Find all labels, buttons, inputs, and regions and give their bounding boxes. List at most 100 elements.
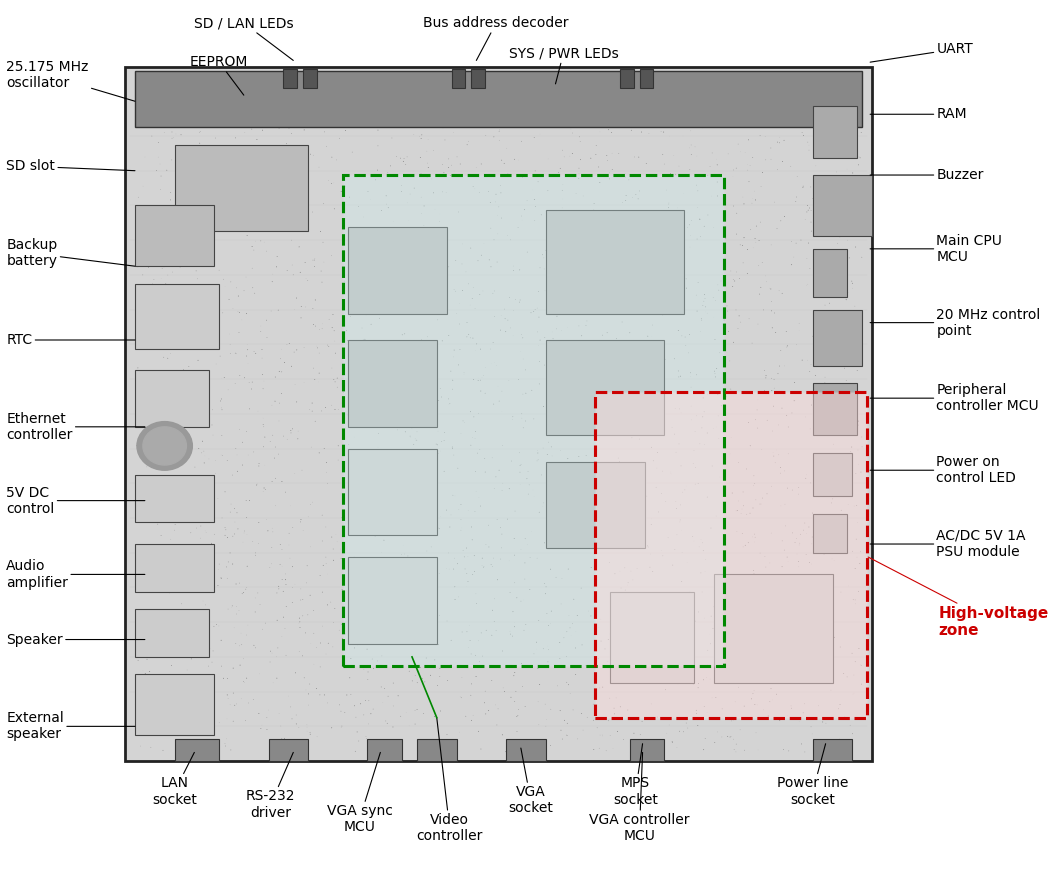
- Bar: [175, 739, 219, 761]
- Point: [426, 385, 443, 399]
- Point: [750, 652, 767, 666]
- Point: [690, 677, 707, 691]
- Point: [406, 437, 423, 451]
- Point: [357, 277, 374, 291]
- Point: [591, 741, 608, 755]
- Point: [151, 630, 168, 644]
- Point: [748, 493, 765, 507]
- Point: [268, 586, 285, 600]
- Point: [364, 570, 381, 584]
- Point: [844, 276, 861, 290]
- Point: [531, 310, 548, 324]
- Point: [326, 402, 343, 416]
- Point: [207, 149, 223, 163]
- Point: [522, 736, 539, 750]
- Point: [848, 130, 865, 144]
- Point: [306, 253, 323, 267]
- Point: [597, 479, 614, 493]
- Point: [329, 439, 346, 453]
- Point: [443, 658, 460, 672]
- Point: [313, 619, 330, 633]
- Point: [635, 613, 652, 627]
- Point: [450, 358, 467, 372]
- Point: [793, 353, 810, 367]
- Point: [662, 166, 679, 180]
- Point: [496, 302, 513, 316]
- Point: [454, 237, 471, 251]
- Point: [219, 530, 236, 544]
- Point: [329, 381, 346, 395]
- Point: [410, 280, 427, 294]
- Point: [511, 477, 528, 491]
- Point: [155, 615, 172, 629]
- Point: [159, 617, 176, 631]
- Point: [201, 72, 218, 86]
- Point: [144, 547, 161, 561]
- Point: [844, 726, 861, 740]
- Point: [501, 554, 518, 568]
- Point: [634, 411, 651, 425]
- Point: [472, 373, 489, 387]
- Point: [670, 437, 687, 451]
- Point: [360, 583, 377, 597]
- Point: [181, 278, 198, 292]
- Point: [326, 375, 343, 388]
- Point: [455, 550, 472, 564]
- Point: [674, 254, 690, 268]
- Point: [537, 284, 554, 298]
- Point: [833, 400, 850, 414]
- Circle shape: [143, 427, 186, 465]
- Point: [762, 371, 779, 385]
- Point: [798, 584, 815, 598]
- Text: Ethernet
controller: Ethernet controller: [6, 412, 145, 442]
- Point: [259, 204, 276, 218]
- Point: [535, 400, 552, 414]
- Point: [591, 125, 608, 138]
- Point: [850, 641, 867, 655]
- Point: [196, 449, 213, 463]
- Point: [573, 581, 590, 595]
- Point: [413, 388, 430, 402]
- Point: [668, 740, 685, 754]
- Point: [370, 123, 387, 137]
- Point: [472, 499, 489, 513]
- Point: [563, 273, 580, 287]
- Point: [493, 384, 510, 398]
- Point: [750, 393, 767, 407]
- Point: [531, 377, 548, 391]
- Point: [706, 364, 723, 378]
- Text: High-voltage
zone: High-voltage zone: [868, 557, 1048, 638]
- Point: [277, 648, 294, 662]
- Point: [466, 504, 483, 518]
- Point: [238, 424, 255, 438]
- Point: [168, 157, 185, 171]
- Point: [451, 170, 468, 184]
- Point: [720, 85, 737, 99]
- Point: [518, 386, 535, 400]
- Point: [571, 418, 588, 432]
- Point: [852, 125, 869, 139]
- Bar: [595, 392, 867, 718]
- Point: [792, 233, 809, 247]
- Point: [318, 647, 335, 661]
- Point: [736, 197, 753, 211]
- Point: [749, 698, 766, 712]
- Point: [306, 373, 323, 387]
- Point: [205, 709, 222, 723]
- Point: [398, 357, 415, 371]
- Point: [318, 557, 335, 571]
- Point: [749, 403, 766, 417]
- Point: [643, 512, 660, 526]
- Point: [588, 620, 605, 634]
- Text: VGA
socket: VGA socket: [508, 748, 553, 815]
- Point: [679, 721, 696, 735]
- Point: [809, 649, 826, 663]
- Point: [398, 150, 415, 164]
- Point: [854, 250, 870, 264]
- Point: [179, 663, 196, 677]
- Point: [556, 150, 573, 164]
- Point: [152, 514, 169, 528]
- Point: [239, 618, 256, 632]
- Point: [247, 605, 264, 619]
- Point: [267, 440, 284, 454]
